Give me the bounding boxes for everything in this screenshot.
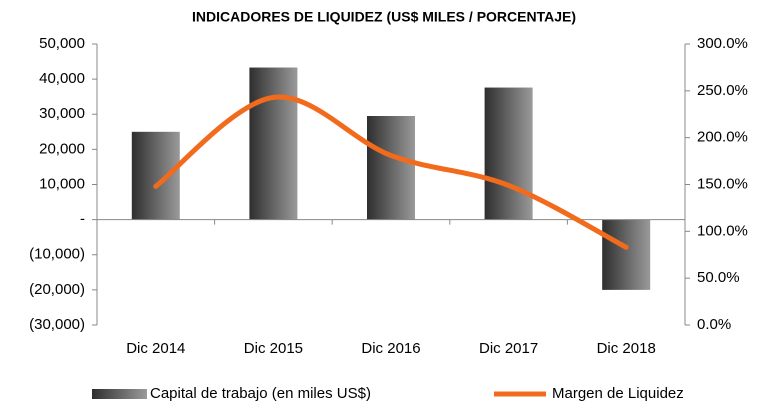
x-tick-label: Dic 2017 [479,340,538,357]
x-tick-label: Dic 2014 [126,340,185,357]
y2-tick-label: 50.0% [697,269,740,286]
legend-label: Margen de Liquidez [552,385,684,402]
bar [484,87,533,220]
y-tick-label: - [80,211,85,228]
bar [367,116,415,220]
x-tick-label: Dic 2015 [244,340,303,357]
y-tick-label: 10,000 [39,175,85,192]
y-tick-label: (30,000) [29,316,85,333]
chart-title: INDICADORES DE LIQUIDEZ (US$ MILES / POR… [192,9,576,25]
y-tick-label: (10,000) [29,246,85,263]
x-tick-label: Dic 2018 [597,340,656,357]
y2-tick-label: 200.0% [697,129,748,146]
line [153,94,629,250]
y-tick-label: 30,000 [39,105,85,122]
bar [602,219,651,290]
y2-tick-label: 0.0% [697,316,731,333]
bar [249,67,298,220]
y-tick-label: 50,000 [39,35,85,52]
y-tick-label: 40,000 [39,70,85,87]
y2-tick-label: 250.0% [697,82,748,99]
y2-tick-label: 100.0% [697,222,748,239]
y2-tick-label: 300.0% [697,35,748,52]
legend-swatch [92,389,147,399]
legend-label: Capital de trabajo (en miles US$) [150,385,371,402]
y2-tick-label: 150.0% [697,175,748,192]
y-tick-label: 20,000 [39,140,85,157]
y-tick-label: (20,000) [29,281,85,298]
bar [131,131,180,220]
x-tick-label: Dic 2016 [361,340,420,357]
